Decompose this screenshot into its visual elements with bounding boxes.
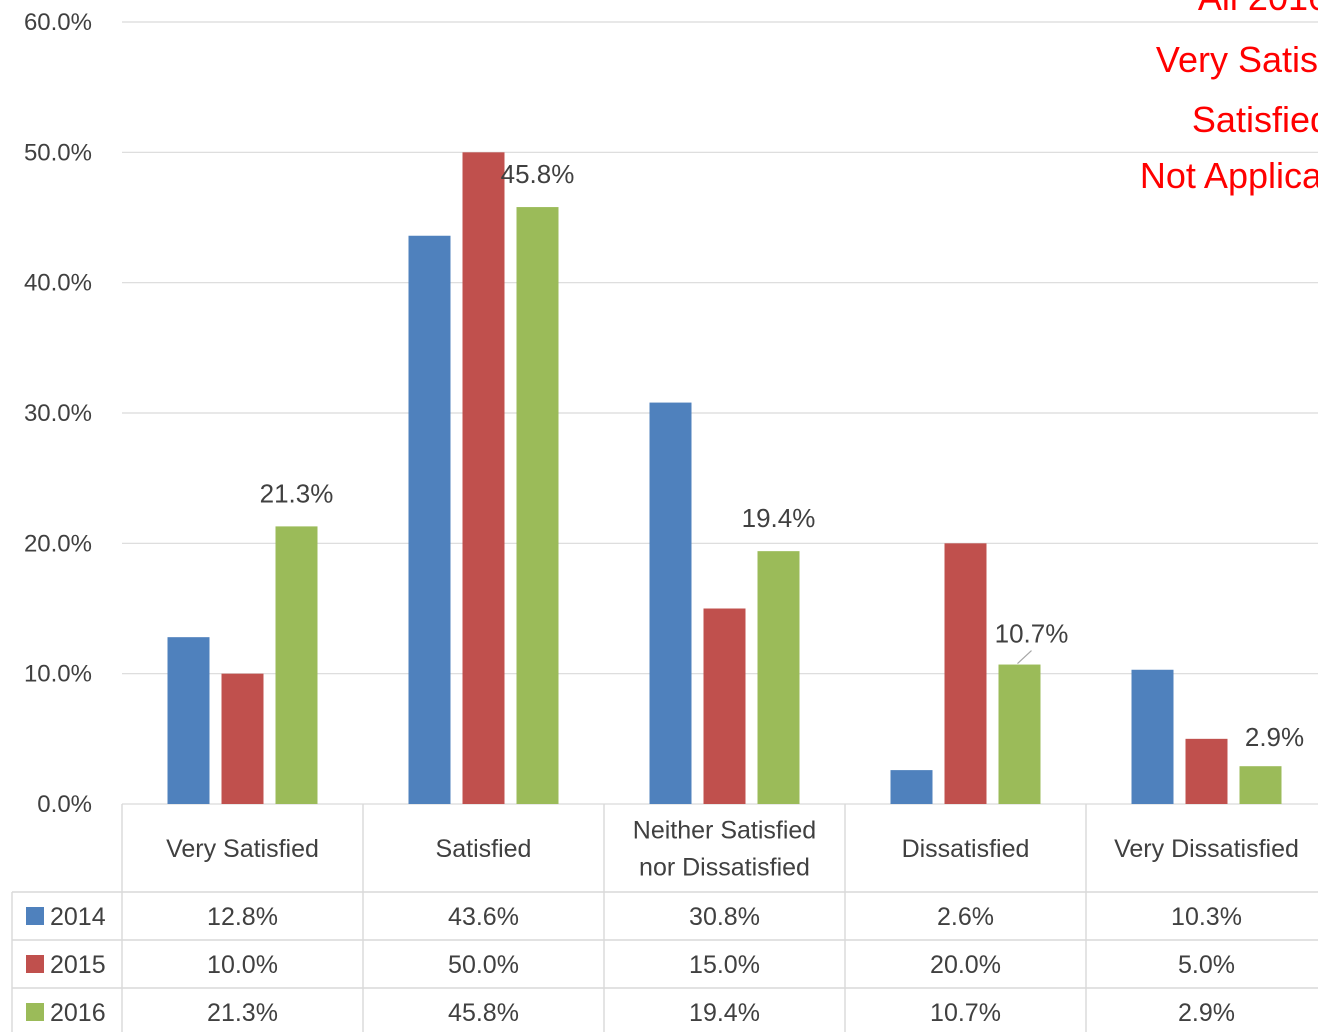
data-label: 21.3%	[260, 478, 334, 508]
legend-key-2014	[26, 907, 44, 925]
table-cell: 43.6%	[448, 903, 519, 931]
table-cell: 15.0%	[689, 951, 760, 979]
table-cell: 50.0%	[448, 951, 519, 979]
category-label: Dissatisfied	[902, 835, 1030, 863]
table-cell: 10.7%	[930, 999, 1001, 1027]
category-label: Very Satisfied	[166, 835, 319, 863]
bar-2016-4	[999, 665, 1041, 804]
series-name: 2016	[50, 999, 106, 1027]
bar-2014-1	[168, 637, 210, 804]
y-tick-label: 60.0%	[24, 9, 92, 36]
y-tick-label: 40.0%	[24, 270, 92, 297]
overlay-annotation-line: Satisfied	[1192, 99, 1318, 140]
bar-2014-4	[891, 770, 933, 804]
bar-2015-3	[704, 609, 746, 805]
bar-2015-2	[463, 152, 505, 804]
y-tick-label: 50.0%	[24, 139, 92, 166]
overlay-annotation-line: Very Satis	[1156, 39, 1318, 80]
y-tick-label: 20.0%	[24, 530, 92, 557]
data-label: 10.7%	[995, 619, 1069, 649]
table-cell: 10.0%	[207, 951, 278, 979]
y-tick-label: 0.0%	[37, 791, 92, 818]
table-cell: 45.8%	[448, 999, 519, 1027]
y-tick-label: 10.0%	[24, 661, 92, 688]
table-cell: 21.3%	[207, 999, 278, 1027]
table-cell: 30.8%	[689, 903, 760, 931]
bar-2014-3	[650, 403, 692, 804]
series-name: 2015	[50, 951, 106, 979]
table-cell: 2.6%	[937, 903, 994, 931]
data-label: 45.8%	[501, 159, 575, 189]
y-tick-label: 30.0%	[24, 400, 92, 427]
table-cell: 5.0%	[1178, 951, 1235, 979]
series-name: 2014	[50, 903, 106, 931]
bar-2016-5	[1240, 766, 1282, 804]
bar-2014-5	[1132, 670, 1174, 804]
category-label: Very Dissatisfied	[1114, 835, 1299, 863]
legend-key-2015	[26, 955, 44, 973]
category-label: nor Dissatisfied	[639, 854, 810, 882]
category-label: Neither Satisfied	[633, 817, 816, 845]
bar-2015-1	[222, 674, 264, 804]
bar-2016-2	[517, 207, 559, 804]
data-label: 19.4%	[742, 503, 816, 533]
legend-key-2016	[26, 1003, 44, 1021]
table-cell: 20.0%	[930, 951, 1001, 979]
bar-2015-4	[945, 543, 987, 804]
bar-2016-3	[758, 551, 800, 804]
bar-2015-5	[1186, 739, 1228, 804]
category-label: Satisfied	[436, 835, 532, 863]
table-cell: 10.3%	[1171, 903, 1242, 931]
overlay-annotation-line: All 2016 (	[1198, 0, 1318, 18]
table-cell: 19.4%	[689, 999, 760, 1027]
table-cell: 12.8%	[207, 903, 278, 931]
data-label: 2.9%	[1245, 722, 1304, 752]
data-label-leader	[1018, 651, 1032, 664]
bar-2014-2	[409, 236, 451, 804]
overlay-annotation-line: Not Applica	[1140, 155, 1318, 196]
table-cell: 2.9%	[1178, 999, 1235, 1027]
bar-2016-1	[276, 526, 318, 804]
